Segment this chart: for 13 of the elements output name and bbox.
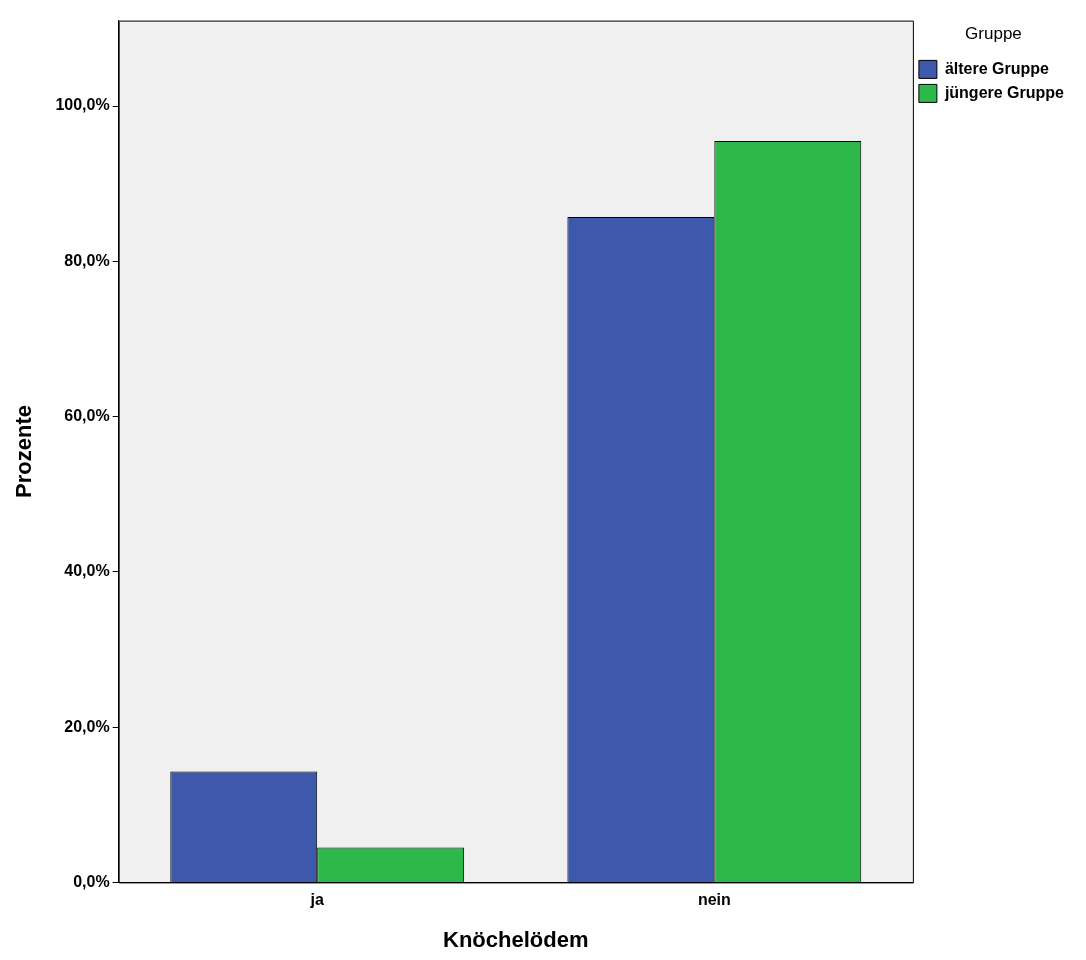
y-tick-label: 100,0%: [55, 96, 110, 114]
y-axis-title: Prozente: [11, 405, 37, 498]
y-tick-label: 20,0%: [64, 717, 110, 735]
y-tick-label: 0,0%: [73, 872, 110, 890]
y-tick-label: 40,0%: [64, 562, 110, 580]
x-axis-title: Knöchelödem: [443, 926, 589, 952]
legend-title: Gruppe: [965, 24, 1022, 44]
y-tick-label: 80,0%: [64, 251, 110, 269]
legend-label: ältere Gruppe: [944, 59, 1050, 77]
y-tick-label: 60,0%: [64, 406, 110, 424]
legend-label: jüngere Gruppe: [943, 83, 1065, 101]
x-tick-label: nein: [697, 891, 731, 909]
x-tick-label: ja: [309, 891, 324, 909]
